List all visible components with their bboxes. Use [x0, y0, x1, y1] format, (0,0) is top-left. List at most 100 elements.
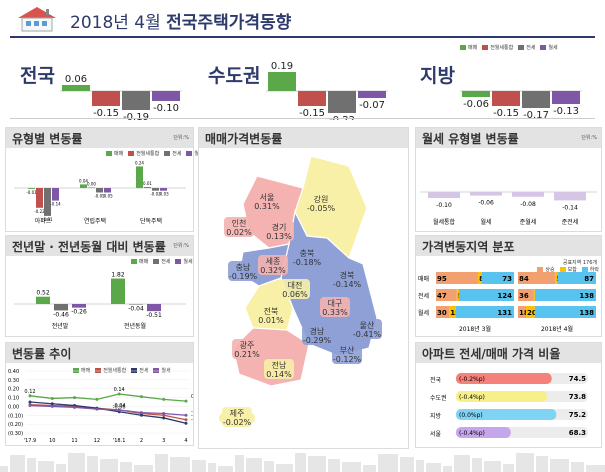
data-label: 20: [527, 309, 537, 317]
header: 2018년 4월 전국주택가격동향: [0, 0, 605, 40]
region-value: 0.33%: [322, 308, 348, 317]
series-point: [50, 396, 54, 400]
row-label: 수도권: [430, 394, 447, 402]
segment: [525, 306, 535, 318]
segment: [436, 272, 479, 284]
region-shape-6: [258, 255, 288, 275]
building: [56, 464, 66, 472]
building: [516, 453, 534, 472]
summary-value-label: -0.19: [123, 112, 149, 120]
panel-sale-map: 매매가격변동률 서울 0.31% 인천 0.02% 경기 0.13% 강원 -0.05% 충북 -…: [198, 127, 409, 449]
segment: [555, 272, 558, 284]
data-label: 75.2: [569, 411, 586, 419]
region-shape-4: [306, 193, 336, 213]
category-label: 준전세: [562, 218, 579, 226]
series-point: [50, 402, 54, 406]
building: [38, 461, 54, 472]
building: [10, 455, 25, 472]
region-value: -0.18%: [293, 258, 322, 267]
y-tick-label: 0.30: [8, 378, 19, 384]
segment: [478, 272, 482, 284]
segment: [481, 272, 514, 284]
legend: 매매 전세 월세: [126, 258, 193, 265]
data-label: 0.24: [135, 160, 144, 165]
series-point: [28, 404, 32, 408]
y-tick-label: 0.20: [8, 387, 19, 393]
building: [400, 457, 414, 472]
region-name: 경북: [340, 270, 355, 280]
summary-bar: [152, 91, 180, 101]
bar: [470, 192, 502, 196]
data-label: 124: [497, 292, 512, 300]
month-label: 2018년 4월: [541, 325, 573, 333]
building: [208, 463, 216, 472]
data-label: -0.01: [26, 190, 37, 195]
series-point: [139, 411, 143, 415]
row-label: 전국: [430, 376, 442, 384]
summary-bar: [268, 72, 296, 91]
panel-yearly-rates: 전년말 · 전년동월 대비 변동률 단위:% 매매 전세 월세 0.52 -0.46 -0…: [5, 235, 194, 337]
building: [550, 459, 569, 472]
region-name: 충북: [300, 249, 315, 258]
data-label: 84: [519, 275, 529, 283]
summary-divider: [10, 118, 595, 119]
region-value: -0.19%: [229, 272, 258, 281]
change-label: (0.0%p): [459, 412, 483, 419]
region-shape-1: [252, 191, 282, 211]
region-name: 인천: [232, 218, 247, 228]
bar: [111, 278, 125, 304]
region-value: -0.02%: [223, 418, 252, 427]
segment: [557, 272, 596, 284]
house-icon: [18, 7, 56, 32]
region-name: 강원: [314, 194, 329, 204]
bar: [147, 304, 161, 312]
series-point: [73, 405, 77, 409]
page-title: 2018년 4월 전국주택가격동향: [70, 13, 292, 33]
bar: [52, 188, 59, 201]
building: [571, 462, 584, 472]
bar: [80, 184, 87, 188]
data-label: -0.03: [158, 192, 169, 197]
series-line: [29, 393, 187, 402]
series-point: [139, 413, 143, 417]
region-name: 세종: [266, 257, 281, 266]
region-name: 부산: [340, 345, 355, 355]
panel-title: 유형별 변동률: [12, 132, 83, 146]
summary-value-label: 0.19: [271, 61, 293, 72]
region-value: 0.21%: [234, 350, 260, 359]
summary-bar: [492, 91, 520, 106]
summary-bar: [328, 91, 356, 113]
row-label: 매매: [418, 275, 429, 283]
region-name: 전북: [264, 306, 279, 316]
region-value: 0.31%: [254, 202, 280, 211]
data-label: -0.31: [42, 217, 53, 222]
change-label: (-0.2%p): [459, 376, 485, 383]
category-label: 단독주택: [140, 217, 162, 225]
segment: [533, 289, 535, 301]
data-label: -0.15: [191, 413, 193, 419]
region-name: 광주: [240, 340, 255, 350]
row-label: 전세: [418, 292, 429, 300]
data-label: -0.26: [71, 309, 87, 316]
region-shape-16: [264, 359, 294, 379]
building: [0, 466, 8, 472]
region-value: 0.01%: [258, 316, 284, 325]
bar: [36, 296, 50, 304]
building: [246, 458, 262, 472]
building: [155, 454, 168, 472]
panel-title: 가격변동지역 분포: [422, 240, 515, 254]
region-shape-8: [280, 279, 310, 299]
data-label: 87: [584, 275, 594, 283]
series-point: [184, 413, 188, 417]
summary-value-label: -0.10: [153, 103, 179, 114]
building: [170, 457, 190, 472]
summary-value-label: -0.17: [523, 110, 549, 120]
building: [68, 453, 85, 472]
segment: [436, 306, 450, 318]
building: [134, 465, 153, 472]
panel-monthly-type: 월세 유형별 변동률 단위:% -0.10 월세통합 -0.06 월세 -0.08 준월세 -…: [415, 127, 602, 232]
data-label: 95: [437, 275, 447, 283]
data-label: 138: [579, 309, 594, 317]
region-name: 경기: [272, 222, 287, 232]
legend: 상승 보합 하락: [532, 266, 599, 273]
